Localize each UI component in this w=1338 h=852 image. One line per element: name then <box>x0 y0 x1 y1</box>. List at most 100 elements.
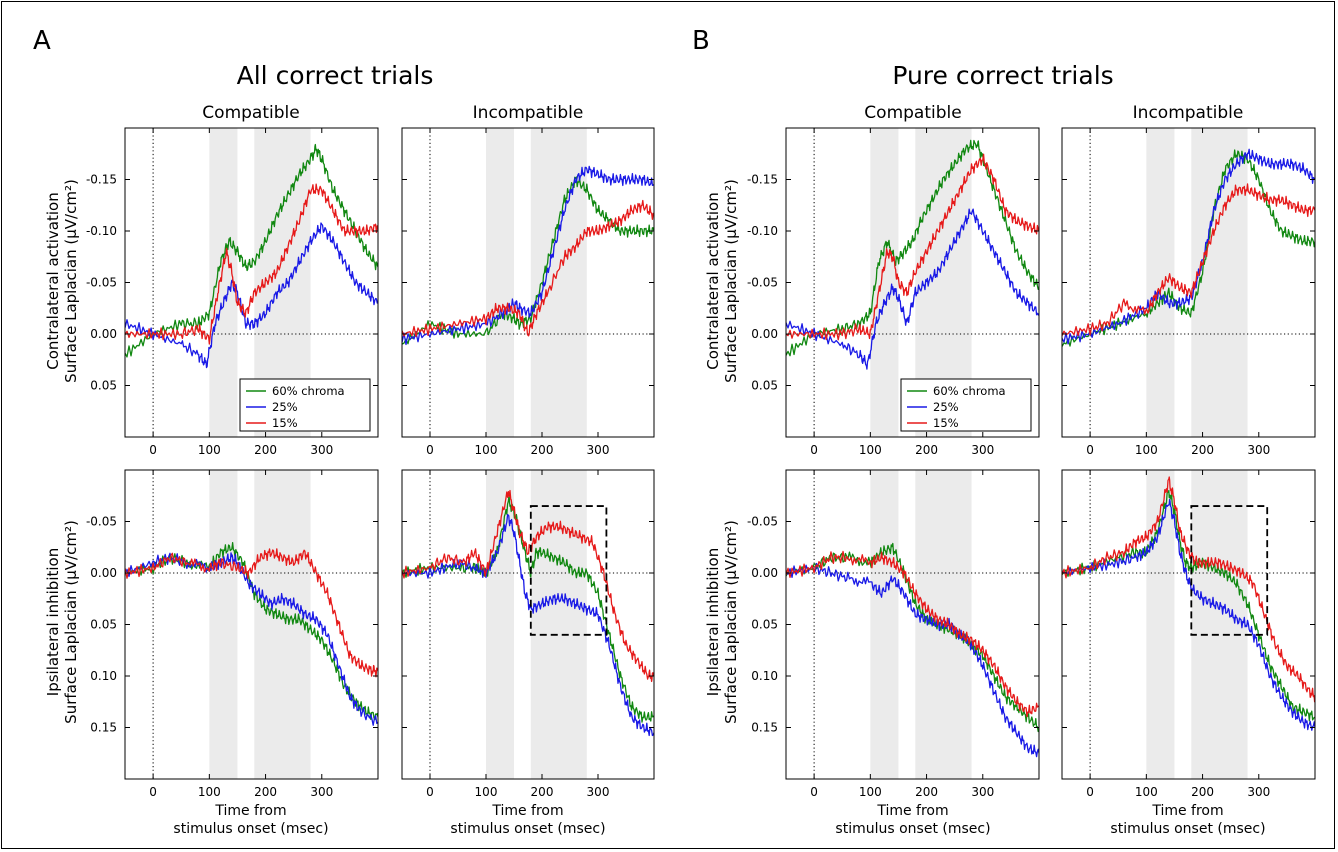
x-tick-label-2: 100 <box>859 785 882 799</box>
y-tick-label-2: -0.10 <box>86 224 117 238</box>
y-tick-label-4: 0.10 <box>751 669 778 683</box>
x-tick-label-1: 0 <box>1086 785 1094 799</box>
x-tick-label-4: 300 <box>587 443 610 457</box>
x-tick-label-3: 200 <box>531 785 554 799</box>
series-line-2 <box>125 222 378 369</box>
ylabel-bottom-a-line1: Ipsilateral inhibition <box>44 548 62 696</box>
series-line-3 <box>1062 476 1315 703</box>
ylabel-bottom-b-line1: Ipsilateral inhibition <box>704 548 722 696</box>
y-tick-label-2: 0.00 <box>751 566 778 580</box>
series-line-2 <box>1062 148 1315 345</box>
y-tick-label-2: 0.00 <box>90 566 117 580</box>
series-group <box>402 489 654 737</box>
column-label-incompatible-b: Incompatible <box>1133 103 1244 123</box>
x-tick-label-2: 100 <box>198 785 221 799</box>
series-line-2 <box>402 165 654 346</box>
legend-label-1: 60% chroma <box>933 384 1006 398</box>
series-group <box>786 139 1039 370</box>
x-tick-label-1: 0 <box>426 785 434 799</box>
ylabel-top-a-line1: Contralateral activation <box>44 192 62 369</box>
y-tick-label-4: 0.00 <box>751 327 778 341</box>
x-tick-label-2: 100 <box>859 443 882 457</box>
plot-layer: 0 100 200 300 -0.15 -0.10 -0.05 0.00 0.05 60% chr… <box>86 127 1316 799</box>
xlabel-line2-a-compatible: stimulus onset (msec) <box>173 821 328 837</box>
x-tick-label-1: 0 <box>810 785 818 799</box>
x-tick-label-4: 300 <box>1247 443 1270 457</box>
x-tick-label-4: 300 <box>587 785 610 799</box>
axes-frame <box>785 469 1040 780</box>
y-tick-label-3: 0.05 <box>90 618 117 632</box>
series-group <box>1062 148 1315 347</box>
series-line-3 <box>786 550 1039 718</box>
y-tick-label-1: -0.05 <box>86 515 117 529</box>
x-tick-label-1: 0 <box>149 785 157 799</box>
y-tick-label-3: -0.05 <box>747 276 778 290</box>
series-line-3 <box>402 199 654 338</box>
legend-label-1: 60% chroma <box>272 384 345 398</box>
subplot-1: 0 100 200 300 -0.15 -0.10 -0.05 0.00 0.05 60% chr… <box>86 127 379 457</box>
x-tick-label-4: 300 <box>1247 785 1270 799</box>
x-tick-label-3: 200 <box>254 785 277 799</box>
y-tick-label-5: 0.15 <box>751 721 778 735</box>
series-line-1 <box>1062 149 1315 347</box>
series-line-3 <box>125 548 378 678</box>
series-line-1 <box>125 143 378 358</box>
shaded-window-2 <box>254 470 311 779</box>
subplot-3: 0 100 200 300 -0.05 0.00 0.05 0.10 0.15 <box>86 469 379 799</box>
y-tick-label-3: -0.05 <box>86 276 117 290</box>
x-tick-label-3: 200 <box>531 443 554 457</box>
panel-title-a: All correct trials <box>237 61 434 90</box>
y-tick-label-5: 0.15 <box>90 721 117 735</box>
x-tick-label-3: 200 <box>915 785 938 799</box>
y-tick-label-5: 0.05 <box>751 379 778 393</box>
series-line-1 <box>402 176 654 345</box>
x-tick-label-2: 100 <box>475 443 498 457</box>
xlabel-line2-b-compatible: stimulus onset (msec) <box>835 821 990 837</box>
x-tick-label-3: 200 <box>254 443 277 457</box>
highlight-dashed-box <box>1190 505 1269 636</box>
axes-frame <box>1061 127 1316 438</box>
x-tick-label-3: 200 <box>1191 443 1214 457</box>
ylabel-bottom-b-line2: Surface Laplacian (μV/cm²) <box>722 520 740 724</box>
series-line-1 <box>786 542 1039 733</box>
subplot-4: 0 100 200 300 <box>401 469 655 799</box>
series-line-2 <box>1062 498 1315 731</box>
x-tick-label-3: 200 <box>915 443 938 457</box>
x-tick-label-2: 100 <box>475 785 498 799</box>
shaded-window-2 <box>1191 470 1248 779</box>
axes-frame <box>401 127 655 438</box>
x-tick-label-2: 100 <box>198 443 221 457</box>
series-group <box>786 542 1039 758</box>
y-tick-label-1: -0.15 <box>86 173 117 187</box>
shaded-window-1 <box>486 128 514 437</box>
x-tick-label-4: 300 <box>971 443 994 457</box>
legend-label-2: 25% <box>933 400 959 414</box>
panel-letter-b: B <box>692 26 710 56</box>
subplot-8: 0 100 200 300 <box>1061 469 1316 799</box>
column-label-compatible-b: Compatible <box>864 103 961 123</box>
series-group <box>125 542 378 726</box>
y-tick-label-4: 0.10 <box>90 669 117 683</box>
y-tick-label-1: -0.15 <box>747 173 778 187</box>
axes-frame <box>1061 469 1316 780</box>
panel-title-b: Pure correct trials <box>892 61 1113 90</box>
panel-letter-a: A <box>33 26 51 56</box>
series-group <box>402 165 654 346</box>
y-tick-label-3: 0.05 <box>751 618 778 632</box>
series-line-2 <box>786 562 1039 758</box>
column-label-compatible-a: Compatible <box>202 103 299 123</box>
xlabel-line1-a-compatible: Time from <box>214 803 286 819</box>
shaded-window-1 <box>209 470 238 779</box>
x-tick-label-4: 300 <box>310 443 333 457</box>
legend-label-2: 25% <box>272 400 298 414</box>
x-tick-label-4: 300 <box>310 785 333 799</box>
xlabel-line2-b-incompatible: stimulus onset (msec) <box>1110 821 1265 837</box>
subplot-7: 0 100 200 300 -0.05 0.00 0.05 0.10 0.15 <box>747 469 1040 799</box>
x-tick-label-1: 0 <box>1086 443 1094 457</box>
ylabel-bottom-a-line2: Surface Laplacian (μV/cm²) <box>62 520 80 724</box>
legend-label-3: 15% <box>272 416 298 430</box>
y-tick-label-1: -0.05 <box>747 515 778 529</box>
series-group <box>1062 476 1315 731</box>
legend-label-3: 15% <box>933 416 959 430</box>
